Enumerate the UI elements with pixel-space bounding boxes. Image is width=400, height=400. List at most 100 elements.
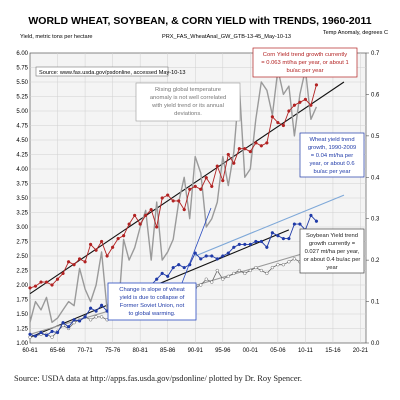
left-axis-tick-label: 3.00: [16, 225, 28, 231]
soybean-note-line: 0.027 mt/ha per year,: [305, 249, 360, 255]
corn-point: [292, 103, 297, 107]
left-axis-tick-label: 4.00: [16, 167, 28, 173]
wheat-note: Wheat yield trend growth, 1990-2009 = 0.…: [299, 132, 365, 178]
corn-point: [61, 271, 65, 276]
corn-point: [83, 260, 87, 264]
left-axis-ticks: 1.00 1.25 1.50 1.75 2.00 2.25 2.50 2.75 3.00 3.25…: [16, 51, 28, 347]
temperature-anomaly-series-line: [29, 68, 318, 323]
wheat-point: [39, 330, 43, 335]
left-axis-tick-label: 6.00: [16, 51, 28, 57]
wheat-note-box: [299, 132, 365, 178]
wheat-point: [210, 254, 214, 258]
right-axis-tick-label: 0.1: [371, 300, 380, 306]
wheat-point: [314, 219, 319, 223]
wheat-point: [270, 231, 275, 235]
wheat-point: [177, 263, 181, 267]
temperature-note: Rising global temperature anomaly is not…: [135, 82, 241, 122]
wheat-point: [243, 242, 247, 247]
left-axis-tick-label: 5.75: [16, 66, 28, 72]
wheat-point: [72, 318, 76, 322]
left-axis-tick-label: 4.25: [16, 153, 28, 159]
wheat-point: [160, 271, 164, 276]
corn-note: Corn Yield trend growth currently = 0.06…: [252, 47, 358, 78]
left-axis-tick-label: 1.00: [16, 341, 28, 347]
soybean-point: [259, 268, 263, 273]
soybean-point: [199, 283, 203, 287]
source-box: Source: www.fas.usda.gov/psdonline, acce…: [35, 66, 185, 77]
right-axis-label: Temp Anomaly, degrees C: [323, 30, 388, 36]
corn-point: [204, 176, 208, 180]
soviet-union-note-line: to global warming.: [128, 311, 175, 317]
soybean-note-line: or about 0.4 bu/ac per: [304, 257, 361, 263]
x-axis-tick-label: 90-91: [188, 348, 204, 354]
corn-point: [309, 103, 313, 107]
source-box-text: Source: www.fas.usda.gov/psdonline, acce…: [39, 70, 185, 76]
corn-point: [55, 277, 60, 281]
soybean-note-line: growth currently =: [309, 241, 356, 247]
soviet-union-note-box: [107, 282, 197, 321]
corn-point: [33, 284, 38, 288]
soybean-note-box: [299, 228, 365, 274]
right-axis-tick-label: 0.6: [371, 92, 380, 98]
wheat-point: [88, 306, 93, 310]
corn-point: [28, 286, 32, 290]
corn-point: [314, 83, 319, 87]
wheat-point: [237, 242, 241, 247]
left-axis-tick-label: 3.75: [16, 182, 28, 188]
left-axis-tick-label: 2.25: [16, 269, 28, 275]
wheat-point: [66, 325, 71, 329]
wheat-point: [44, 333, 49, 338]
corn-point: [144, 213, 148, 218]
x-axis-tick-label: 60-61: [22, 348, 38, 354]
corn-point: [72, 263, 76, 267]
soybean-point: [28, 335, 32, 339]
left-axis-tick-label: 2.75: [16, 240, 28, 246]
corn-point: [50, 283, 54, 287]
soybean-point: [215, 268, 219, 273]
corn-note-line: Corn Yield trend growth currently: [263, 52, 348, 58]
left-axis-tick-label: 5.00: [16, 109, 28, 115]
wheat-point: [232, 245, 236, 249]
corn-point: [116, 236, 120, 241]
soybean-note-line: Soybean Yield trend: [306, 233, 358, 239]
x-axis-ticks: 60-61 65-66 70-71 75-76 80-81 85-86 90-91 95-96…: [22, 348, 369, 354]
wheat-point: [77, 319, 82, 323]
soybean-point: [270, 265, 275, 270]
soybean-point: [99, 315, 104, 319]
wheat-point: [83, 315, 87, 319]
soviet-union-note: Change in slope of wheat yield is due to…: [107, 207, 212, 321]
wheat-note-line: bu/ac per year: [313, 169, 350, 175]
corn-point: [149, 207, 153, 212]
corn-point: [133, 213, 137, 218]
corn-point: [99, 239, 104, 244]
wheat-point: [215, 257, 219, 261]
corn-point: [39, 280, 43, 284]
corn-point: [215, 164, 219, 168]
soybean-point: [292, 257, 297, 261]
corn-point: [160, 196, 164, 200]
corn-note-box: [252, 47, 358, 78]
soybean-point: [265, 271, 269, 276]
corn-point: [226, 152, 230, 157]
corn-point: [199, 187, 203, 191]
wheat-point: [204, 254, 208, 258]
x-axis-tick-label: 95-96: [215, 348, 231, 354]
corn-point: [155, 225, 159, 229]
left-axis-tick-label: 1.25: [16, 327, 28, 333]
right-axis-tick-label: 0.0: [371, 341, 380, 347]
soybean-point: [226, 274, 230, 278]
soviet-union-note-line: Former Soviet Union, not: [120, 303, 185, 309]
corn-point: [138, 222, 142, 226]
file-label: PRX_FAS_WheatAnal_GW_GTB-13-45_May-10-13: [162, 34, 291, 40]
left-axis-tick-label: 4.50: [16, 138, 28, 144]
soybean-point: [248, 268, 252, 273]
corn-point: [248, 149, 252, 154]
soviet-union-note-pointer: [181, 207, 212, 284]
wheat-point: [309, 213, 313, 218]
corn-point: [232, 161, 236, 165]
temperature-note-line: deviations.: [174, 111, 202, 117]
right-axis-ticks: 0.0 0.1 0.2 0.3 0.4 0.5 0.6 0.7: [366, 51, 380, 347]
soviet-union-note-line: Change in slope of wheat: [119, 287, 185, 293]
corn-point: [166, 193, 170, 197]
